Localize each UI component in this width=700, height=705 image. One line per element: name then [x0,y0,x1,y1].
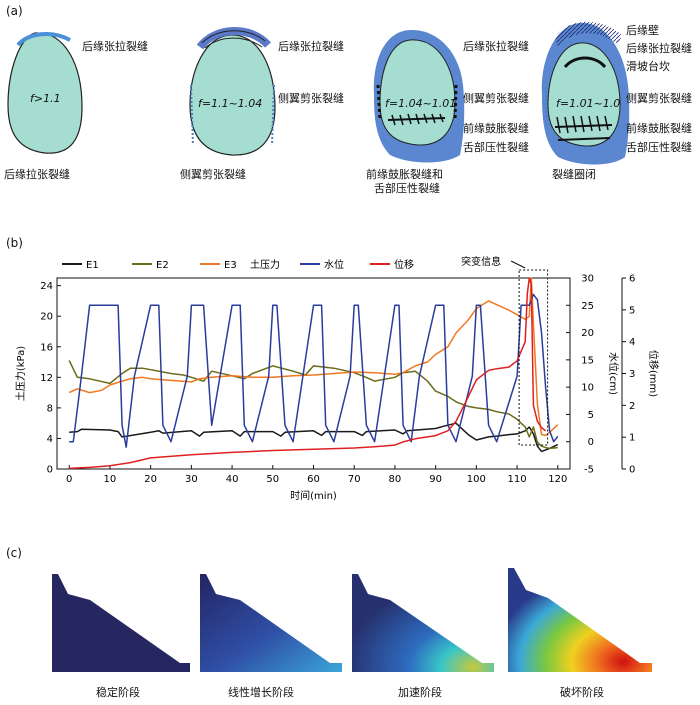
sim-label-stable: 稳定阶段 [96,686,140,699]
x-tick-label: 80 [389,474,402,485]
x-tick-label: 10 [104,474,117,485]
x-tick-label: 60 [307,474,320,485]
y-left-tick-label: 8 [47,403,53,414]
y-right1-tick-label: 5 [588,410,594,421]
x-tick-label: 100 [467,474,486,485]
y-left-axis-label: 土压力(kPa) [14,346,27,401]
sim-failure [508,568,652,672]
y-right1-tick-label: 30 [581,274,594,285]
x-tick-label: 70 [348,474,361,485]
stage4-bottom-label: 裂缝圈闭 [552,168,596,181]
stage3-f: f=1.04~1.01 [385,97,457,110]
series-line-位移 [69,277,547,470]
stage1-f: f>1.1 [30,92,61,105]
stage4-f: f=1.01~1.0 [556,97,621,110]
y-left-tick-label: 0 [47,465,53,476]
y-right1-tick-label: 0 [588,437,594,448]
stage3-landslide [373,29,465,163]
y-right1-tick-label: 10 [581,383,594,394]
stage3-side-label-3: 前缘鼓胀裂缝 [463,122,529,135]
sim-label-accel: 加速阶段 [398,686,442,699]
y-right2-tick-label: 3 [629,369,635,380]
series-line-E1 [69,422,559,453]
sim-linear [200,574,342,672]
y-right2-tick-label: 4 [629,337,635,348]
stage2-side-label-2: 侧翼剪张裂缝 [278,92,344,105]
stage2-bottom-label: 侧翼剪张裂缝 [180,168,246,181]
y-right2-axis-label: 位移(mm) [647,350,660,397]
sim-stable [52,574,190,672]
stage2-landslide [189,27,276,156]
stage2-side-label-1: 后缘张拉裂缝 [278,40,344,53]
stage4-side-label-3: 滑坡台坎 [626,60,670,73]
y-right2-tick-label: 1 [629,433,635,444]
stage4-landslide [541,21,630,165]
stage4-side-label-1: 后缘壁 [626,24,659,37]
sim-label-linear: 线性增长阶段 [228,686,294,699]
x-tick-label: 90 [429,474,442,485]
y-right1-axis-label: 水位(cm) [607,352,620,395]
legend-label-位移: 位移 [394,258,414,271]
stage3-side-label-2: 侧翼剪张裂缝 [463,92,529,105]
stage3-bottom-label-2: 舌部压性裂缝 [374,182,440,195]
x-axis-label: 时间(min) [290,489,337,502]
y-left-tick-label: 24 [40,281,53,292]
legend-label-水位: 水位 [324,258,344,271]
y-right2-tick-label: 0 [629,465,635,476]
y-right2-tick-label: 2 [629,401,635,412]
x-tick-label: 0 [66,474,72,485]
stage3-side-label-1: 后缘张拉裂缝 [463,40,529,53]
legend-label-E3: E3 [224,260,237,271]
stage3-side-label-4: 舌部压性裂缝 [463,141,529,154]
x-tick-label: 40 [226,474,239,485]
stage1-landslide [7,32,83,154]
panel-c-sims [52,568,652,672]
y-right1-tick-label: 25 [581,301,594,312]
y-left-tick-label: 4 [47,434,53,445]
y-left-tick-label: 20 [40,312,53,323]
stage1-bottom-label: 后缘拉张裂缝 [4,168,70,181]
y-left-tick-label: 16 [40,342,53,353]
stage4-side-label-5: 前缘鼓胀裂缝 [626,122,692,135]
panel-a-tag: (a) [6,4,23,18]
stage4-side-label-2: 后缘张拉裂缝 [626,42,692,55]
y-left-tick-label: 12 [40,373,53,384]
mutation-box [518,269,549,446]
y-right2-tick-label: 5 [629,305,635,316]
mutation-label: 突变信息 [461,255,501,268]
legend-label-E2: E2 [156,260,169,271]
series-line-水位 [69,293,559,448]
x-tick-label: 20 [144,474,157,485]
sim-label-failure: 破坏阶段 [560,686,604,699]
stage4-side-label-6: 舌部压性裂缝 [626,141,692,154]
x-tick-label: 120 [548,474,567,485]
sim-accel [352,574,494,672]
stage3-bottom-label: 前缘鼓胀裂缝和 [366,168,443,181]
x-tick-label: 30 [185,474,198,485]
time-series-chart: 0 10 20 30 40 50 60 70 80 90 100 110 120时间(min)04812… [14,255,660,502]
series-line-E3 [68,277,559,437]
stage1-side-label: 后缘张拉裂缝 [82,40,148,53]
panel-a-diagrams [7,21,630,165]
y-right2-tick-label: 6 [629,274,635,285]
y-right1-tick-label: 15 [581,355,594,366]
x-tick-label: 110 [508,474,527,485]
legend-label-土压力: 土压力 [250,258,280,271]
y-right1-tick-label: 20 [581,328,594,339]
legend-label-E1: E1 [86,260,99,271]
x-tick-label: 50 [266,474,279,485]
panel-c-tag: (c) [6,546,22,560]
stage2-f: f=1.1~1.04 [198,97,263,110]
stage4-side-label-4: 侧翼剪张裂缝 [626,92,692,105]
y-right1-tick-label: -5 [584,465,594,476]
mutation-arrow [510,260,526,269]
panel-b-tag: (b) [6,236,23,250]
